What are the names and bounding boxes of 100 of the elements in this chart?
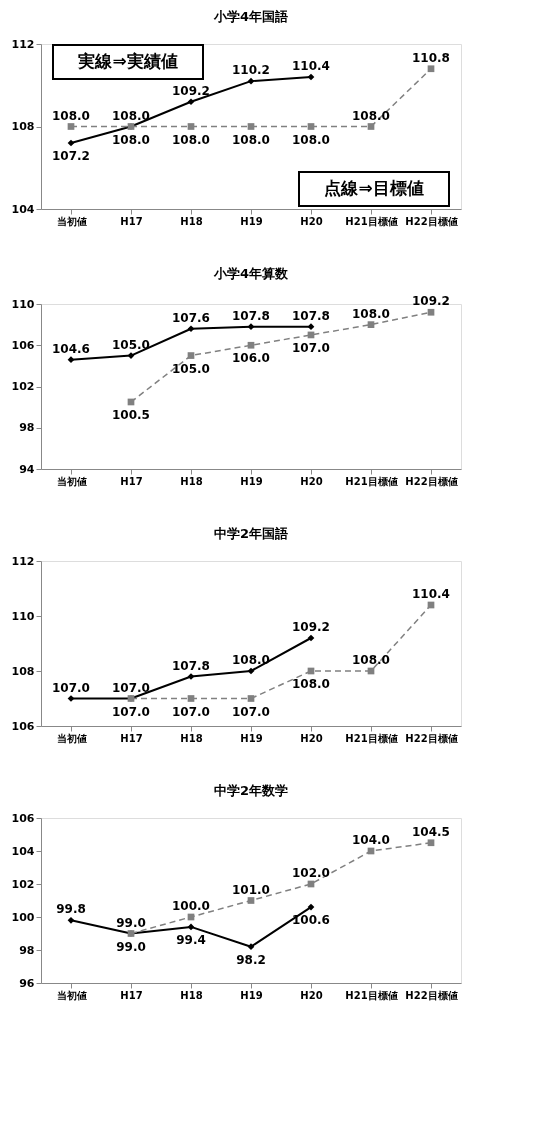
x-tick-label: H18: [180, 732, 203, 744]
data-label: 108.0: [172, 132, 210, 147]
data-label: 100.0: [172, 899, 210, 913]
y-tick-label: 106: [11, 719, 35, 733]
data-label: 108.0: [52, 108, 90, 123]
point: [427, 308, 435, 316]
point: [67, 356, 75, 364]
y-tick-label: 108: [11, 120, 35, 133]
data-label: 100.5: [112, 407, 150, 422]
point: [67, 916, 75, 924]
point: [247, 123, 255, 130]
y-tick-label: 98: [19, 421, 35, 435]
data-label: 107.6: [172, 310, 210, 325]
y-tick-label: 110: [11, 297, 35, 311]
data-label: 108.0: [352, 653, 390, 667]
data-label: 107.0: [112, 680, 150, 695]
x-tick-label: H17: [120, 732, 143, 744]
data-label: 104.6: [52, 341, 90, 356]
x-tick-label: H22目標値: [405, 732, 458, 744]
annotation: 実線⇒実績値: [77, 51, 178, 71]
point: [307, 123, 315, 130]
point: [367, 123, 375, 130]
data-label: 99.0: [116, 915, 146, 930]
y-tick-label: 104: [11, 202, 35, 216]
x-tick-label: H19: [240, 989, 263, 1001]
data-label: 106.0: [232, 351, 270, 366]
x-tick-label: H17: [120, 475, 143, 487]
data-label: 108.0: [352, 306, 390, 321]
data-label: 108.0: [352, 108, 390, 123]
data-label: 101.0: [232, 882, 270, 897]
point: [427, 839, 435, 847]
x-tick-label: H18: [180, 215, 203, 227]
annotation: 点線⇒目標値: [324, 178, 424, 198]
y-tick-label: 112: [11, 554, 35, 568]
data-label: 105.0: [172, 361, 210, 376]
y-tick-label: 96: [19, 976, 35, 990]
data-label: 108.0: [112, 132, 150, 147]
y-tick-label: 102: [11, 877, 35, 891]
chart-title: 中学2年国語: [213, 526, 289, 541]
y-tick-label: 98: [19, 943, 35, 957]
y-tick-label: 106: [11, 811, 35, 825]
data-label: 107.8: [292, 308, 330, 323]
point: [67, 139, 75, 147]
point: [187, 325, 195, 333]
data-label: 108.0: [292, 677, 330, 691]
y-tick-label: 100: [11, 910, 35, 924]
x-tick-label: H20: [300, 989, 323, 1001]
data-label: 108.0: [232, 132, 270, 147]
point: [187, 98, 195, 106]
y-tick-label: 104: [11, 844, 35, 858]
chart-title: 小学4年算数: [212, 266, 290, 282]
x-tick-label: H21目標値: [345, 989, 398, 1001]
x-tick-label: H20: [300, 475, 323, 487]
point: [247, 943, 255, 951]
data-label: 110.4: [412, 587, 450, 601]
x-tick-label: H18: [180, 989, 203, 1001]
x-tick-label: H20: [300, 215, 323, 227]
point: [247, 667, 255, 675]
x-tick-label: H22目標値: [405, 989, 458, 1001]
point: [247, 341, 255, 349]
data-label: 107.8: [172, 658, 210, 673]
y-tick-label: 106: [11, 338, 35, 352]
x-tick-label: H21目標値: [345, 215, 398, 227]
data-label: 108.0: [112, 108, 150, 123]
data-label: 109.2: [172, 83, 210, 98]
data-label: 107.0: [112, 704, 150, 719]
y-tick-label: 108: [11, 664, 35, 678]
data-label: 104.0: [352, 833, 390, 847]
y-tick-label: 112: [11, 37, 35, 51]
data-label: 109.2: [412, 294, 450, 309]
point: [187, 352, 195, 359]
point: [247, 77, 255, 85]
point: [247, 323, 255, 331]
chart-title: 小学4年国語: [212, 9, 289, 24]
y-tick-label: 102: [11, 380, 35, 393]
y-tick-label: 110: [11, 609, 35, 623]
x-tick-label: 当初値: [56, 475, 87, 487]
data-label: 110.4: [292, 59, 330, 73]
point: [307, 634, 315, 642]
x-tick-label: H21目標値: [345, 475, 398, 487]
chart-title: 中学2年数学: [213, 783, 289, 798]
data-label: 108.0: [232, 653, 270, 667]
point: [307, 903, 315, 911]
point: [247, 897, 255, 904]
x-tick-label: H21目標値: [345, 732, 398, 744]
data-label: 107.0: [232, 704, 270, 719]
point: [307, 73, 315, 81]
data-label: 99.8: [56, 902, 86, 917]
x-tick-label: H17: [120, 989, 143, 1001]
point: [187, 695, 195, 702]
x-tick-label: H22目標値: [405, 215, 458, 227]
point: [307, 323, 315, 331]
data-label: 107.0: [172, 704, 210, 719]
x-tick-label: 当初値: [56, 989, 87, 1001]
data-label: 102.0: [292, 866, 330, 880]
data-label: 110.8: [412, 50, 450, 65]
data-label: 100.6: [292, 913, 330, 928]
point: [187, 923, 195, 931]
x-tick-label: H17: [120, 215, 143, 227]
data-label: 99.4: [176, 932, 206, 947]
